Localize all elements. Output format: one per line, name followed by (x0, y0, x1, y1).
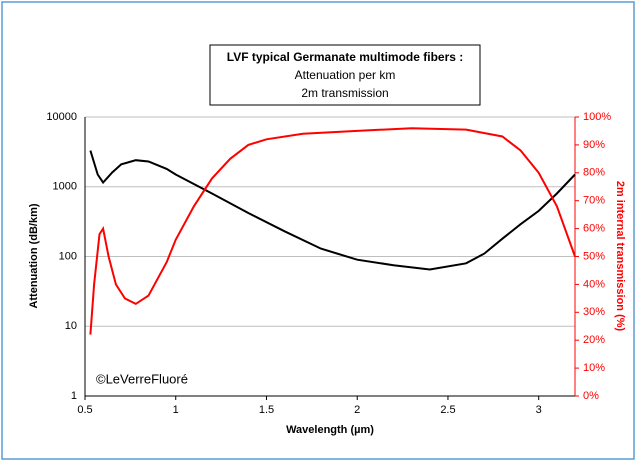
y-tick-label: 1000 (53, 181, 77, 193)
x-tick-label: 1 (173, 404, 179, 416)
y2-tick-label: 100% (583, 111, 611, 123)
y-tick-label: 10 (65, 320, 77, 332)
y2-tick-label: 70% (583, 195, 605, 207)
y2-tick-label: 10% (583, 362, 605, 374)
series-line (89, 127, 576, 335)
y2-tick-label: 20% (583, 334, 605, 346)
chart-subtitle: Attenuation per km (295, 68, 396, 82)
annotation: ©LeVerreFluoré (96, 371, 188, 386)
y2-tick-label: 0% (583, 390, 599, 402)
title-box (209, 44, 481, 106)
chart-subtitle: 2m transmission (301, 86, 388, 100)
y2-tick-label: 50% (583, 250, 605, 262)
y2-tick-label: 40% (583, 278, 605, 290)
y-axis-label: Attenuation (dB/km) (28, 203, 40, 308)
series-line (89, 150, 576, 271)
y2-tick-label: 80% (583, 167, 605, 179)
x-tick-label: 3 (536, 404, 542, 416)
chart-title: LVF typical Germanate multimode fibers : (227, 50, 464, 64)
y2-tick-label: 90% (583, 139, 605, 151)
y-tick-label: 10000 (46, 111, 77, 123)
y2-tick-label: 30% (583, 306, 605, 318)
x-tick-label: 0.5 (77, 404, 92, 416)
y2-axis-label: 2m internal transmission (%) (614, 181, 626, 332)
x-tick-label: 1.5 (259, 404, 274, 416)
y-tick-label: 1 (71, 390, 77, 402)
y-tick-label: 100 (59, 250, 77, 262)
x-tick-label: 2.5 (440, 404, 455, 416)
x-axis-label: Wavelength (µm) (286, 424, 374, 436)
y2-tick-label: 60% (583, 223, 605, 235)
x-tick-label: 2 (354, 404, 360, 416)
